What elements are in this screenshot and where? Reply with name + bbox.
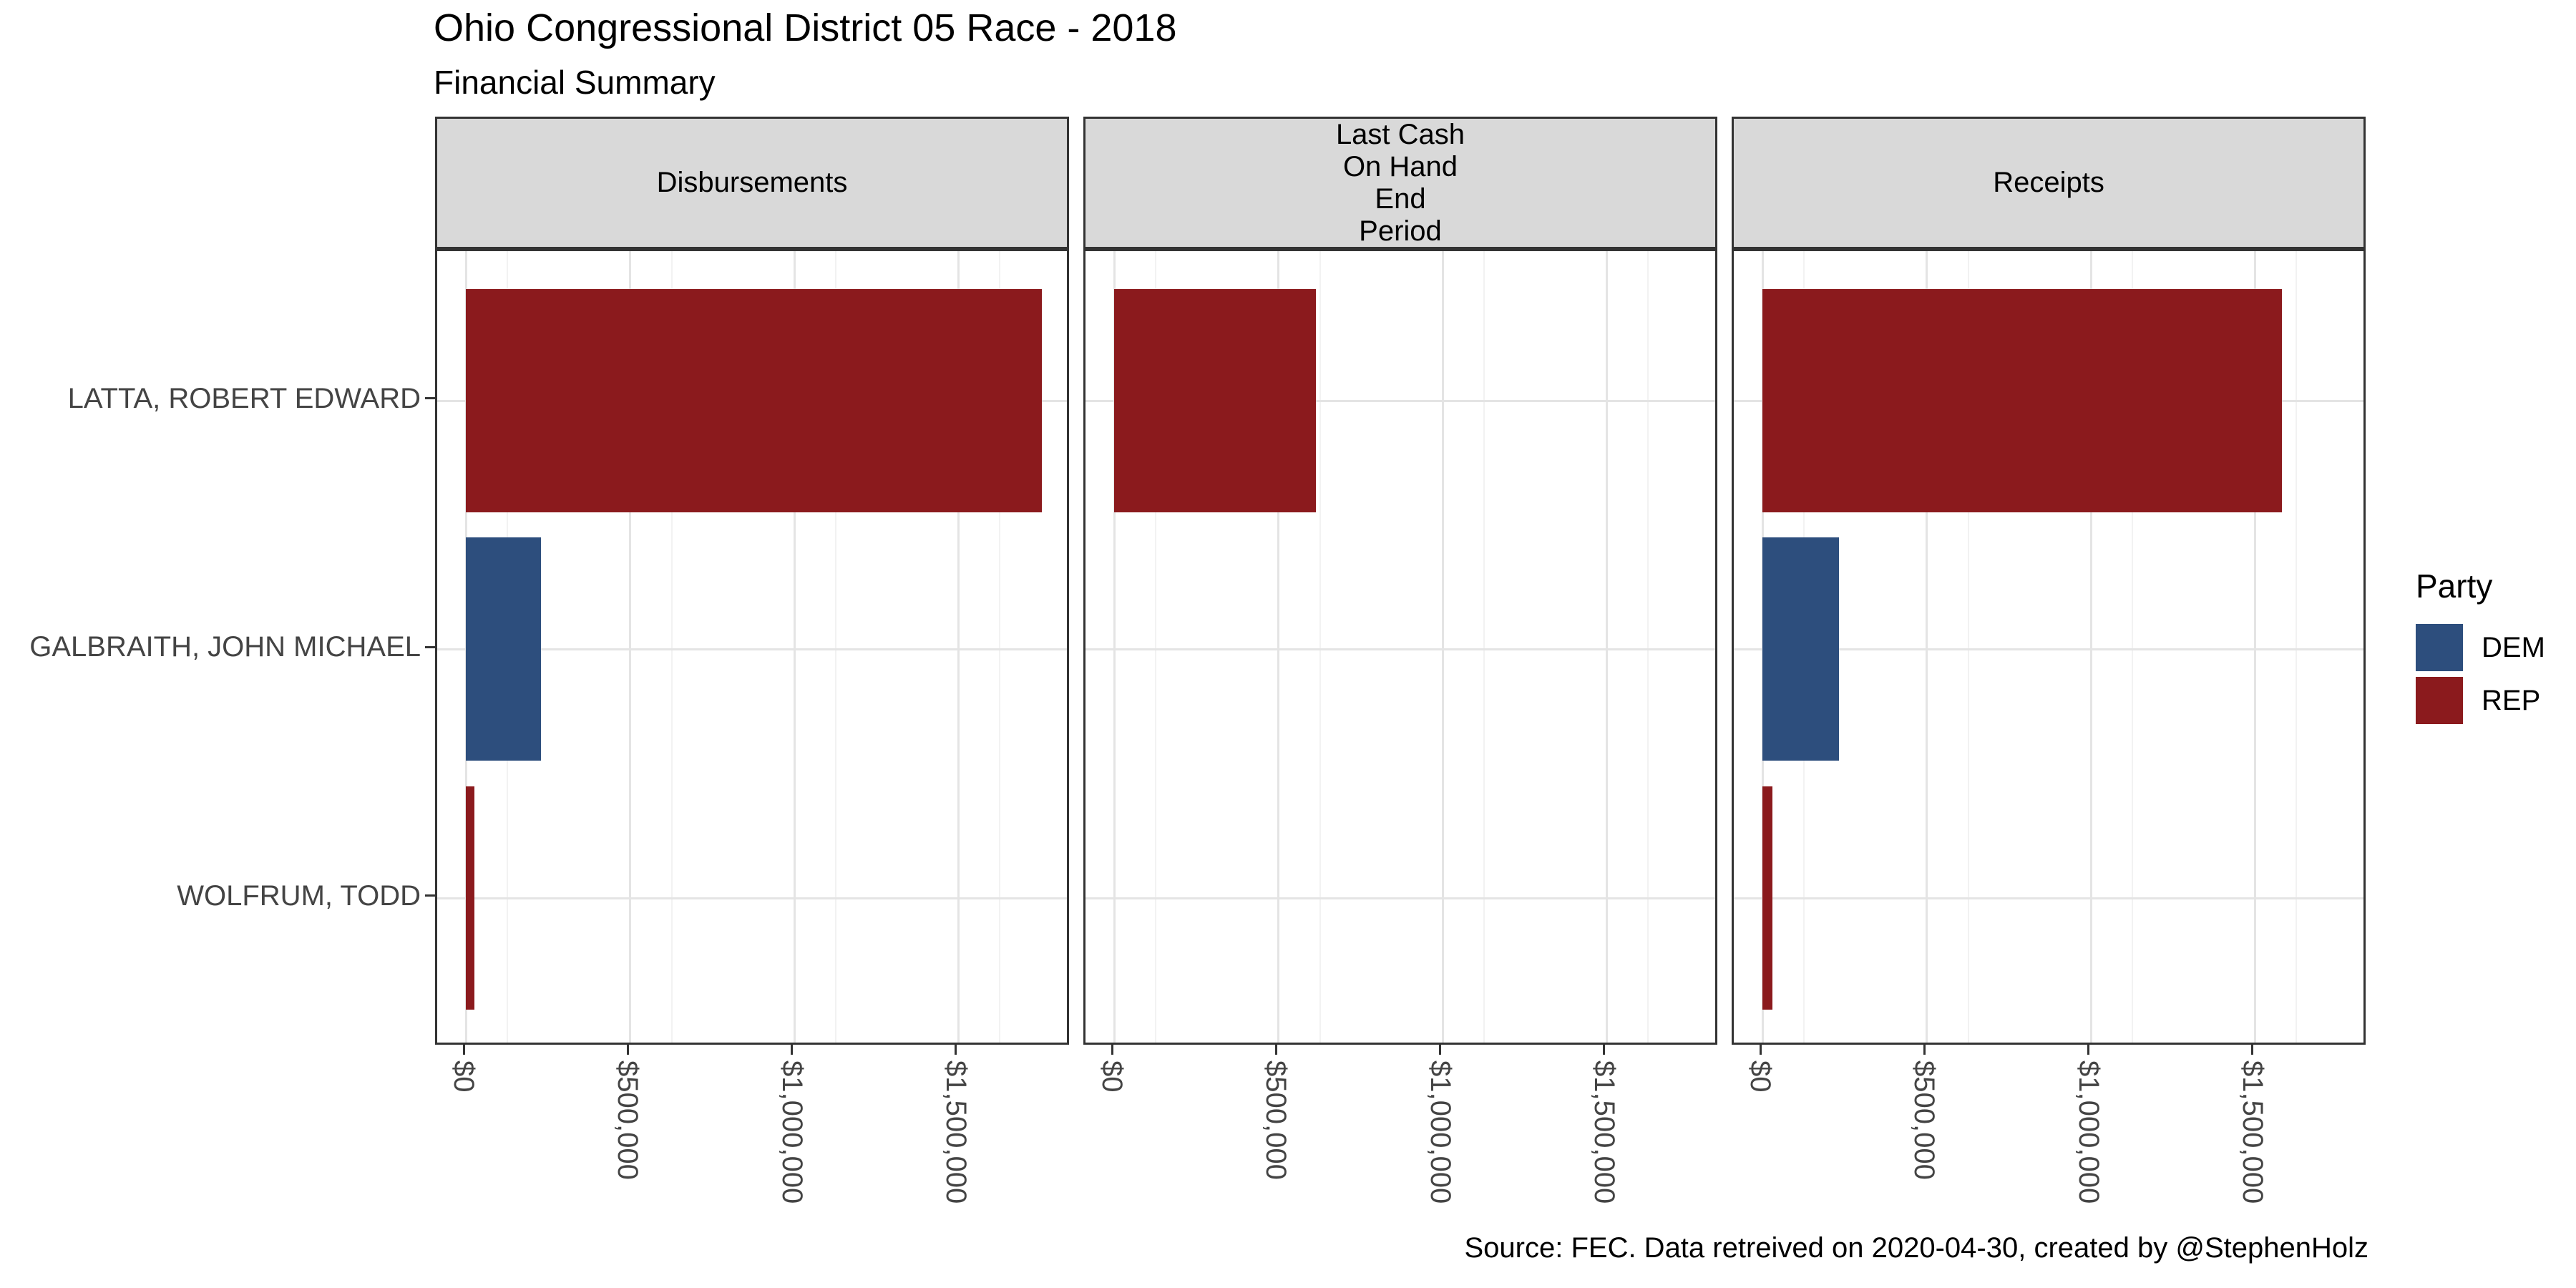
x-minor-gridline: [834, 251, 836, 1043]
x-minor-gridline: [1319, 251, 1321, 1043]
legend-item-rep: REP: [2416, 677, 2545, 724]
x-major-gridline: [2253, 251, 2256, 1043]
legend-swatch-rep: [2416, 677, 2463, 724]
x-tick-mark: [2087, 1045, 2090, 1055]
facet-panel-2: [1083, 249, 1717, 1045]
x-tick-label: $1,500,000: [2236, 1060, 2268, 1204]
x-tick-mark: [1759, 1045, 1762, 1055]
y-major-gridline: [1734, 897, 2363, 899]
bar-wolfrum-1: [466, 786, 474, 1010]
x-tick-label: $500,000: [1908, 1060, 1941, 1180]
source-caption: Source: FEC. Data retreived on 2020-04-3…: [1464, 1232, 2368, 1264]
x-major-gridline: [957, 251, 960, 1043]
legend-label-dem: DEM: [2482, 631, 2545, 663]
y-major-gridline: [437, 648, 1067, 650]
x-major-gridline: [1113, 251, 1116, 1043]
x-tick-mark: [1439, 1045, 1442, 1055]
bar-galbraith-3: [1762, 537, 1839, 761]
x-tick-label: $1,500,000: [940, 1060, 972, 1204]
x-tick-label: $500,000: [1260, 1060, 1292, 1180]
x-tick-mark: [1274, 1045, 1277, 1055]
x-major-gridline: [1441, 251, 1444, 1043]
legend-title: Party: [2416, 567, 2493, 605]
legend-label-rep: REP: [2482, 684, 2541, 716]
x-minor-gridline: [1483, 251, 1485, 1043]
facet-panel-1: [435, 249, 1069, 1045]
x-major-gridline: [629, 251, 632, 1043]
y-tick-mark: [425, 645, 435, 648]
chart-title: Ohio Congressional District 05 Race - 20…: [434, 6, 1177, 49]
bar-latta-1: [466, 288, 1042, 512]
bar-galbraith-1: [466, 537, 542, 761]
bar-latta-3: [1762, 288, 2282, 512]
y-major-gridline: [1734, 648, 2363, 650]
x-tick-mark: [626, 1045, 629, 1055]
x-minor-gridline: [2296, 251, 2298, 1043]
legend-party: Party DEM REP: [2416, 567, 2545, 730]
chart-subtitle: Financial Summary: [434, 64, 716, 101]
x-minor-gridline: [2131, 251, 2133, 1043]
x-major-gridline: [793, 251, 796, 1043]
y-axis-label: WOLFRUM, TODD: [177, 879, 421, 912]
facet-panel-3: [1732, 249, 2366, 1045]
y-axis-label: LATTA, ROBERT EDWARD: [67, 382, 421, 414]
x-tick-mark: [462, 1045, 465, 1055]
y-major-gridline: [437, 897, 1067, 899]
y-tick-mark: [425, 894, 435, 897]
x-tick-label: $0: [448, 1060, 479, 1093]
x-tick-mark: [1603, 1045, 1606, 1055]
x-minor-gridline: [1155, 251, 1157, 1043]
x-major-gridline: [1277, 251, 1280, 1043]
x-tick-label: $500,000: [612, 1060, 644, 1180]
x-major-gridline: [1926, 251, 1928, 1043]
y-tick-mark: [425, 397, 435, 399]
x-minor-gridline: [1647, 251, 1649, 1043]
x-tick-label: $0: [1096, 1060, 1128, 1093]
x-minor-gridline: [1967, 251, 1969, 1043]
x-tick-mark: [955, 1045, 957, 1055]
bar-latta-2: [1114, 288, 1317, 512]
y-major-gridline: [1085, 897, 1715, 899]
x-tick-label: $1,000,000: [776, 1060, 808, 1204]
x-tick-mark: [791, 1045, 794, 1055]
x-minor-gridline: [999, 251, 1001, 1043]
x-tick-label: $1,500,000: [1588, 1060, 1620, 1204]
x-tick-label: $1,000,000: [1424, 1060, 1456, 1204]
x-tick-label: $0: [1745, 1060, 1776, 1093]
y-axis-label: GALBRAITH, JOHN MICHAEL: [29, 631, 421, 663]
legend-swatch-dem: [2416, 624, 2463, 671]
facet-strip-3: Receipts: [1732, 117, 2366, 249]
x-tick-label: $1,000,000: [2072, 1060, 2104, 1204]
facet-strip-1: Disbursements: [435, 117, 1069, 249]
x-major-gridline: [1605, 251, 1608, 1043]
x-major-gridline: [2089, 251, 2092, 1043]
legend-item-dem: DEM: [2416, 624, 2545, 671]
y-major-gridline: [1085, 399, 1715, 402]
x-tick-mark: [2251, 1045, 2254, 1055]
x-minor-gridline: [670, 251, 673, 1043]
facet-strip-2: Last Cash On Hand End Period: [1083, 117, 1717, 249]
x-tick-mark: [1111, 1045, 1113, 1055]
bar-wolfrum-3: [1762, 786, 1772, 1010]
x-tick-mark: [1923, 1045, 1926, 1055]
y-major-gridline: [1085, 648, 1715, 650]
